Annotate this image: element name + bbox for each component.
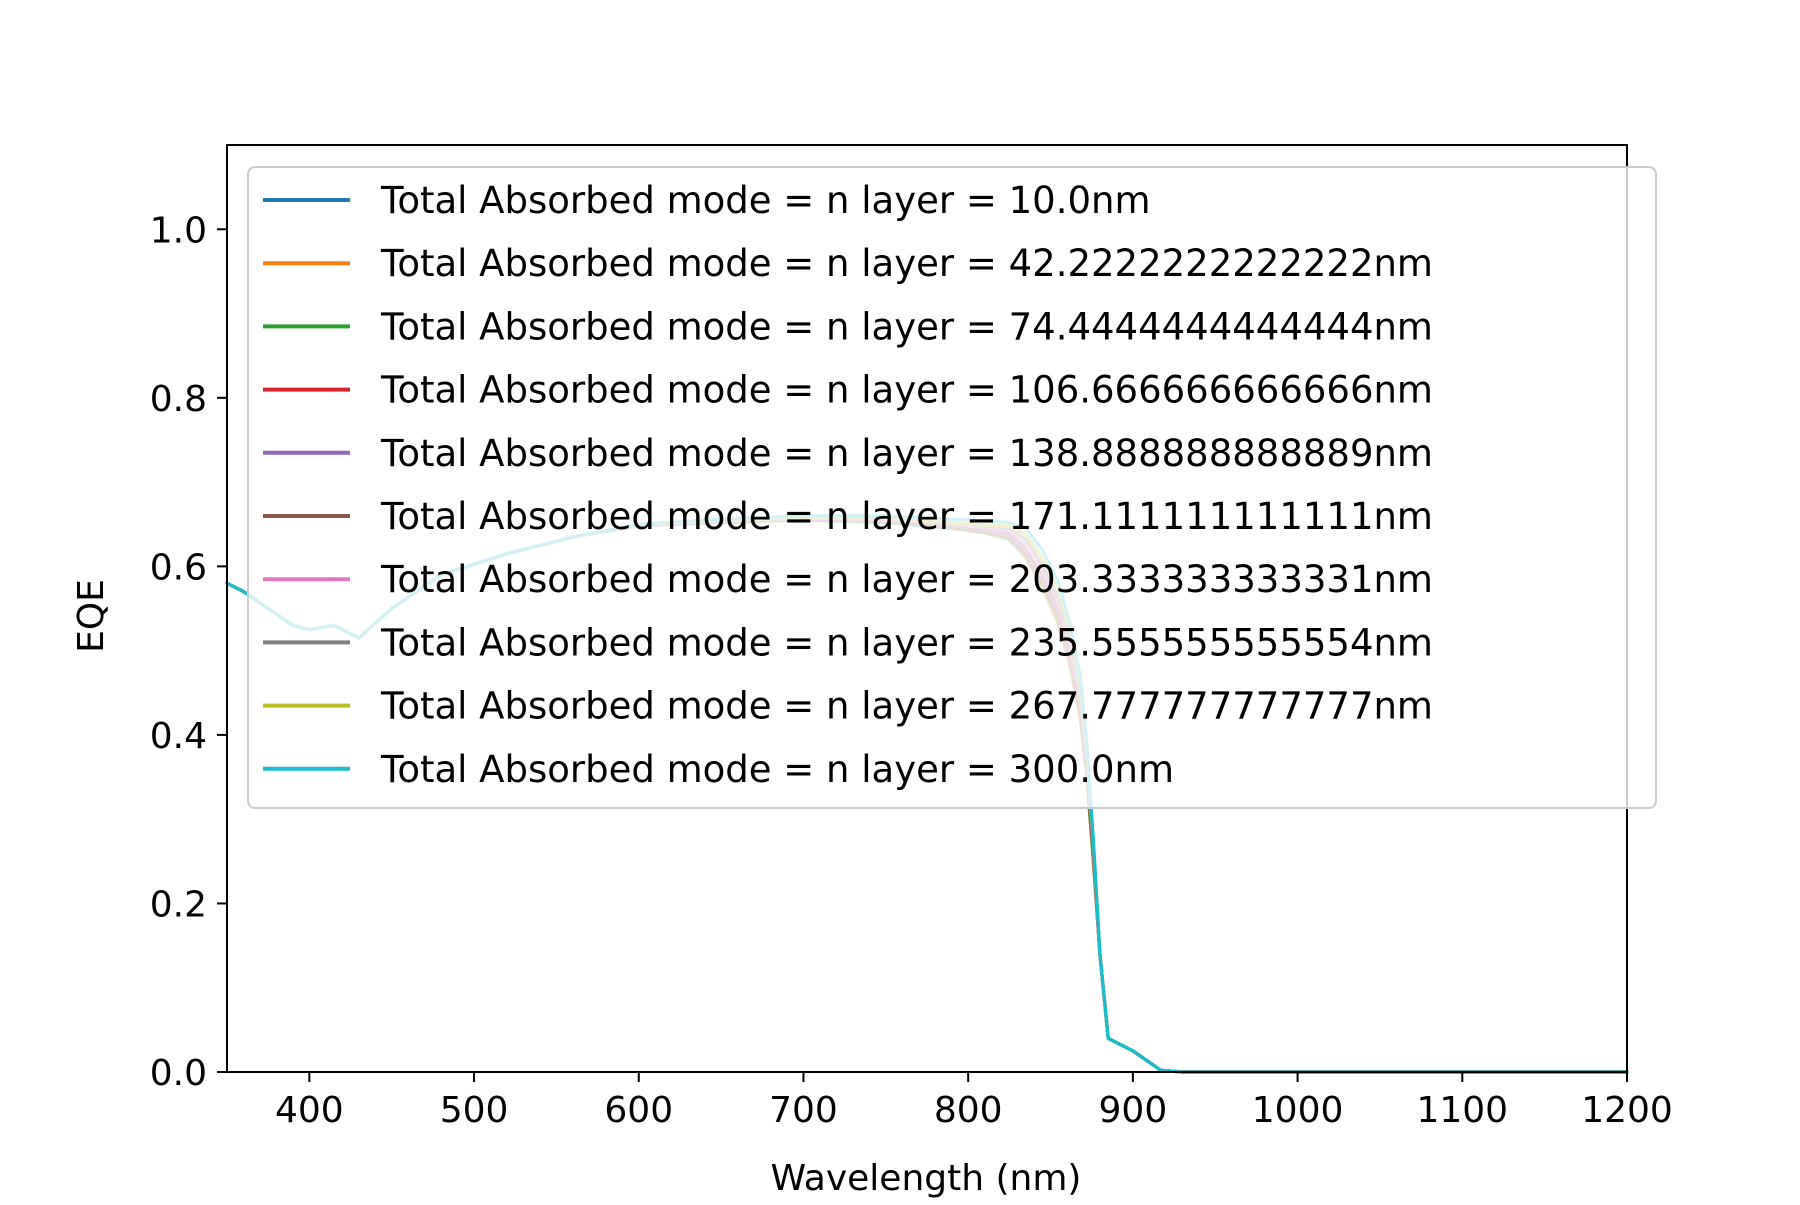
x-tick-label: 400 [275, 1090, 344, 1131]
legend-entry-8: Total Absorbed mode = n layer = 235.5555… [380, 621, 1433, 664]
y-tick-label: 0.4 [150, 716, 207, 757]
x-tick-label: 600 [604, 1090, 673, 1131]
legend-entry-3: Total Absorbed mode = n layer = 74.44444… [380, 305, 1433, 348]
y-tick-label: 0.6 [150, 547, 207, 588]
legend-entry-2: Total Absorbed mode = n layer = 42.22222… [380, 242, 1433, 285]
x-tick-label: 800 [934, 1090, 1003, 1131]
x-tick-label: 900 [1099, 1090, 1168, 1131]
legend-box [247, 166, 1657, 809]
y-tick-label: 0.0 [150, 1053, 207, 1094]
legend: Total Absorbed mode = n layer = 10.0nm To… [247, 166, 1657, 809]
y-tick-label: 0.2 [150, 884, 207, 925]
legend-entry-10: Total Absorbed mode = n layer = 300.0nm [380, 748, 1174, 791]
x-axis-label: Wavelength (nm) [771, 1158, 1082, 1199]
legend-entry-7: Total Absorbed mode = n layer = 203.3333… [380, 558, 1433, 601]
legend-entry-5: Total Absorbed mode = n layer = 138.8888… [380, 432, 1433, 475]
x-tick-label: 1200 [1581, 1090, 1673, 1131]
legend-entry-6: Total Absorbed mode = n layer = 171.1111… [380, 495, 1433, 538]
y-tick-label: 0.8 [150, 379, 207, 420]
legend-entry-9: Total Absorbed mode = n layer = 267.7777… [380, 685, 1433, 728]
y-axis-label: EQE [71, 579, 112, 653]
y-tick-label: 1.0 [150, 210, 207, 251]
legend-entry-4: Total Absorbed mode = n layer = 106.6666… [380, 369, 1433, 412]
legend-entry-1: Total Absorbed mode = n layer = 10.0nm [380, 179, 1150, 222]
x-tick-label: 700 [769, 1090, 838, 1131]
x-tick-label: 1000 [1252, 1090, 1344, 1131]
x-tick-label: 1100 [1416, 1090, 1508, 1131]
x-tick-label: 500 [440, 1090, 509, 1131]
